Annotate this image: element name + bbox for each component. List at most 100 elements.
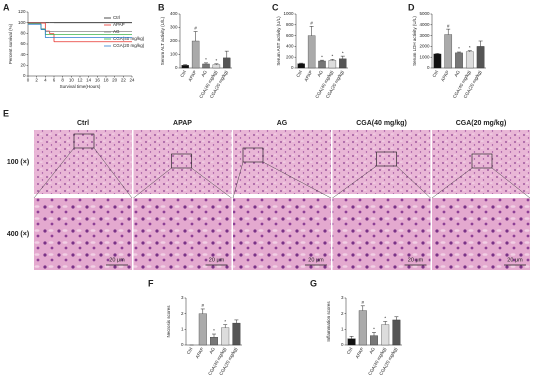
scale-bar-label: 20 μm	[308, 257, 324, 263]
bar	[433, 53, 442, 69]
bar	[221, 327, 230, 346]
y-axis-title: Serum ALT activity (U/L)	[160, 16, 165, 65]
scale-bar-label: 20 μm	[209, 257, 225, 263]
significance-mark: *	[469, 45, 471, 50]
y-tick-label: 2	[341, 311, 344, 316]
column-header: AG	[277, 120, 288, 127]
panel-letter: A	[3, 2, 10, 12]
zoom-box	[471, 153, 493, 169]
significance-mark: #	[202, 303, 205, 308]
legend-label: CGA(40 mg/kg)	[113, 36, 145, 41]
y-axis-title: Inflammation scores	[326, 301, 331, 342]
x-tick-label: 22	[121, 78, 127, 83]
zoom-line	[262, 161, 332, 199]
column-header: CGA(20 mg/kg)	[456, 120, 507, 127]
y-tick-label: 20	[20, 63, 26, 68]
zoom-box	[171, 153, 192, 169]
panel-letter: C	[272, 2, 279, 12]
scale-bar-label: 20 μm	[109, 257, 125, 263]
x-tick-label: AG	[368, 346, 376, 355]
bar	[358, 310, 367, 346]
x-tick-label: 0	[27, 78, 30, 83]
bar	[223, 57, 231, 69]
x-tick-label: APAP	[355, 347, 365, 360]
y-tick-label: 800	[286, 22, 294, 27]
panel-letter: F	[148, 278, 154, 288]
legend-label: CGA(20 mg/kg)	[113, 43, 145, 48]
significance-mark: *	[332, 54, 334, 59]
y-tick-label: 0	[291, 65, 294, 70]
row-label: 400 (×)	[7, 231, 29, 238]
scale-bar-label: 20 μm	[507, 257, 523, 263]
y-tick-label: 1	[181, 327, 184, 332]
bar	[476, 46, 485, 69]
zoom-box	[376, 151, 397, 167]
significance-mark: *	[384, 316, 386, 321]
y-tick-label: 3	[341, 295, 344, 300]
bar	[307, 35, 316, 69]
y-tick-label: 600	[286, 33, 294, 38]
panel-letter: G	[310, 278, 317, 288]
zoom-box	[242, 147, 264, 163]
zoom-line	[232, 161, 244, 199]
panel-letter: E	[3, 108, 9, 118]
bar	[444, 34, 453, 69]
panel-letter: D	[408, 2, 415, 12]
significance-mark: *	[458, 46, 460, 51]
x-tick-label: Ctrl	[186, 347, 194, 356]
x-tick-label: 8	[61, 78, 64, 83]
legend-label: Ctrl	[113, 15, 120, 20]
bar	[198, 313, 207, 346]
x-tick-label: APAP	[440, 70, 450, 83]
y-tick-label: 400	[170, 11, 178, 16]
y-tick-label: 200	[170, 38, 178, 43]
x-tick-label: 14	[86, 78, 92, 83]
x-tick-label: Ctrl	[295, 70, 303, 79]
bar	[210, 337, 218, 346]
zoom-line	[133, 167, 172, 199]
zoom-line	[491, 167, 531, 199]
histology-high	[34, 198, 132, 270]
x-tick-label: 2	[35, 78, 38, 83]
x-tick-label: 16	[95, 78, 101, 83]
x-tick-label: 18	[103, 78, 109, 83]
x-tick-label: AG	[208, 346, 216, 355]
y-axis-title: Percent survival (%)	[8, 23, 13, 64]
significance-mark: *	[373, 327, 375, 332]
y-tick-label: 100	[18, 20, 26, 25]
y-axis-title: Serum AST activity (U/L)	[276, 16, 281, 66]
bar	[381, 324, 390, 346]
zoom-line	[332, 165, 377, 199]
significance-mark: #	[362, 300, 365, 305]
bar	[347, 338, 356, 346]
y-tick-label: 5000	[419, 11, 430, 16]
bar	[232, 322, 241, 346]
legend-label: AG	[113, 29, 120, 34]
y-tick-label: 300	[170, 25, 178, 30]
significance-mark: *	[321, 54, 323, 59]
x-tick-label: AG	[453, 69, 461, 78]
significance-mark: *	[213, 328, 215, 333]
bar	[370, 335, 378, 346]
histology-low	[432, 130, 530, 194]
y-tick-label: 1000	[419, 54, 430, 59]
y-tick-label: 3000	[419, 33, 430, 38]
bar	[181, 65, 189, 69]
y-axis-title: Serum LDH activity (U/L)	[412, 16, 417, 66]
column-header: APAP	[173, 120, 192, 127]
y-tick-label: 60	[20, 41, 26, 46]
x-tick-label: 20	[112, 78, 118, 83]
x-tick-label: 12	[77, 78, 83, 83]
significance-mark: *	[205, 57, 207, 62]
y-tick-label: 3	[181, 295, 184, 300]
histology-low	[34, 130, 132, 194]
row-label: 100 (×)	[7, 159, 29, 166]
y-tick-label: 0	[23, 73, 26, 78]
y-tick-label: 0	[175, 65, 178, 70]
bar	[339, 58, 347, 69]
bar	[328, 60, 337, 69]
x-tick-label: 24	[129, 78, 135, 83]
significance-mark: #	[447, 23, 450, 28]
x-tick-label: Ctrl	[431, 70, 439, 79]
